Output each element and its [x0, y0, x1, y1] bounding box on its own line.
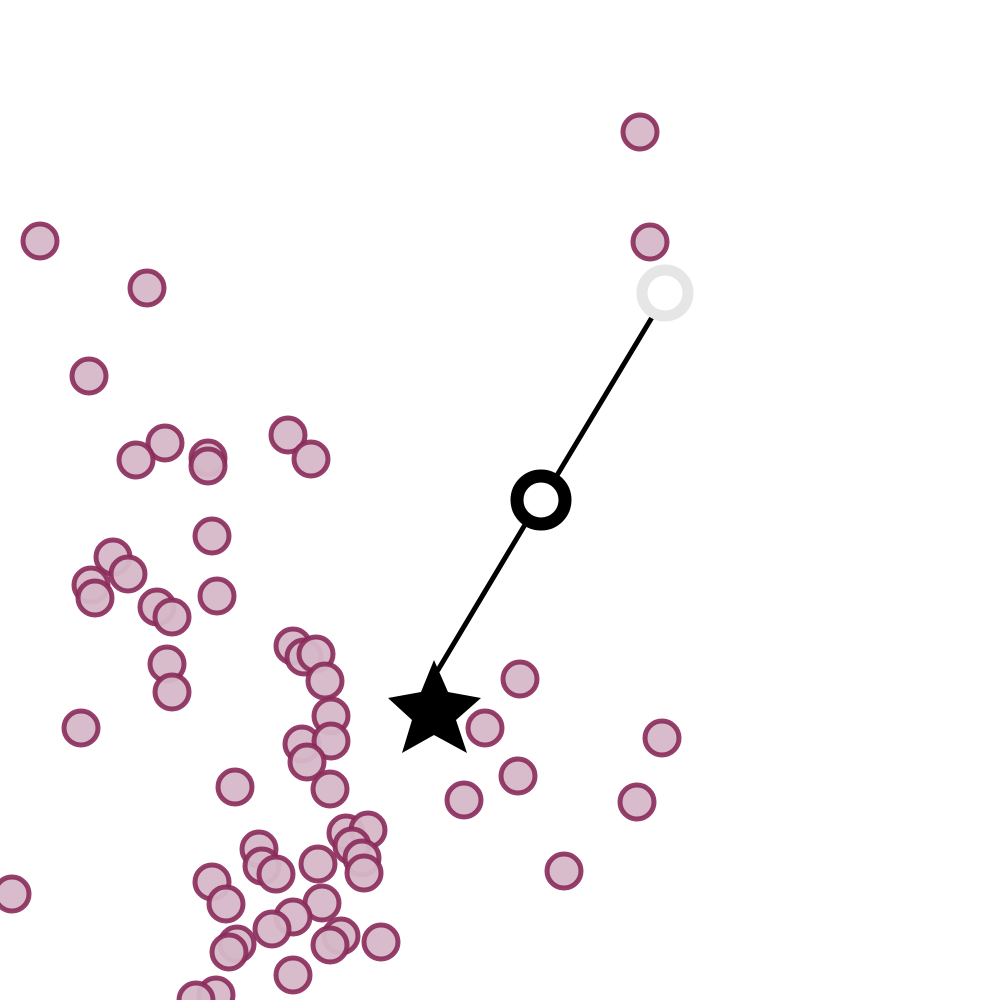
- scatter-dot: [119, 443, 153, 477]
- scatter-dot: [191, 449, 225, 483]
- scatter-dot: [313, 772, 347, 806]
- scatter-dot: [111, 557, 145, 591]
- start-ring-icon[interactable]: [642, 270, 688, 316]
- scatter-dot: [447, 783, 481, 817]
- path-segment-start-to-mid: [556, 309, 657, 477]
- scatter-dot: [503, 662, 537, 696]
- scatter-dot: [468, 711, 502, 745]
- scatter-dot: [313, 928, 347, 962]
- scatter-dot: [179, 983, 213, 1000]
- scatter-dots-layer: [0, 115, 679, 1000]
- goal-star-icon[interactable]: [388, 660, 481, 753]
- scatter-dot: [645, 721, 679, 755]
- scatter-dot: [78, 581, 112, 615]
- scatter-dot: [200, 579, 234, 613]
- scatter-dot: [294, 442, 328, 476]
- scatter-dot: [364, 925, 398, 959]
- scatter-dot: [195, 519, 229, 553]
- scatter-dot: [155, 675, 189, 709]
- midpoint-ring-icon[interactable]: [517, 476, 565, 524]
- scatter-dot: [259, 857, 293, 891]
- scatter-dot: [209, 887, 243, 921]
- scatter-dot: [501, 759, 535, 793]
- scatter-dot: [0, 877, 29, 911]
- path-segment-mid-to-goal: [438, 523, 526, 670]
- scatter-dot: [255, 912, 289, 946]
- scatter-dot: [620, 785, 654, 819]
- scatter-dot: [301, 847, 335, 881]
- scatter-dot: [130, 271, 164, 305]
- scatter-dot: [23, 224, 57, 258]
- scatter-dot: [155, 600, 189, 634]
- scatter-dot: [218, 770, 252, 804]
- scatter-dot: [64, 711, 98, 745]
- scatter-dot: [308, 664, 342, 698]
- scatter-dot: [623, 115, 657, 149]
- scatter-dot: [276, 958, 310, 992]
- scatter-dot: [72, 359, 106, 393]
- scatter-dot: [347, 856, 381, 890]
- scatter-dot: [633, 225, 667, 259]
- scatter-dot: [212, 935, 246, 969]
- scatter-dot: [547, 854, 581, 888]
